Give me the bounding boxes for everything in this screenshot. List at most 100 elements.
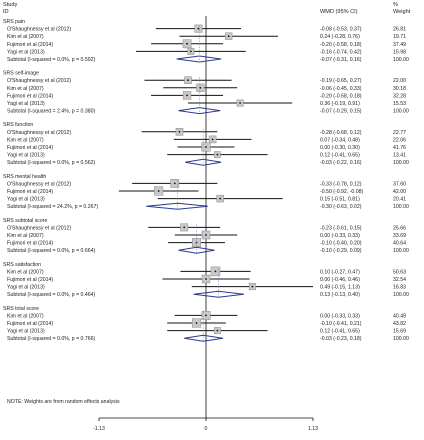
effect-ci-label: 0.00 (-0.30, 0.30) [320, 145, 360, 151]
point-estimate [216, 329, 219, 332]
weight-label: 40.64 [393, 241, 406, 247]
point-estimate [183, 226, 186, 229]
study-name: Fujimori et al (2014) [7, 277, 53, 283]
subtotal-label: Subtotal (I-squared = 2.4%, p = 0.380) [7, 109, 96, 115]
subtotal-weight-label: 100.00 [393, 292, 409, 298]
weight-label: 25.66 [393, 225, 406, 231]
subtotal-diamond [178, 107, 221, 115]
subtotal-weight-label: 100.00 [393, 336, 409, 342]
weight-label: 30.18 [393, 86, 406, 92]
subtotal-diamond [185, 158, 222, 166]
effect-ci-label: -0.28 (-0.68, 0.12) [320, 130, 362, 136]
subtotal-weight-label: 100.00 [393, 57, 409, 63]
point-estimate [178, 130, 181, 133]
point-estimate [186, 42, 188, 45]
study-name: Fujimori et al (2014) [7, 189, 53, 195]
weight-label: 22.06 [393, 137, 406, 143]
study-name: Yagi et al (2013) [7, 197, 45, 203]
point-estimate [216, 153, 219, 156]
subtotal-effect-label: -0.03 (-0.22, 0.16) [320, 160, 362, 166]
effect-ci-label: -0.08 (-0.53, 0.37) [320, 27, 362, 33]
subtotal-diamond [184, 334, 224, 342]
header-effect: WMD (95% CI) [320, 9, 358, 15]
point-estimate [219, 197, 222, 200]
study-name: Yagi et al (2013) [7, 49, 45, 55]
subtotal-diamond [178, 246, 215, 254]
study-name: Fujimori et al (2014) [7, 93, 53, 99]
subtotal-effect-label: -0.07 (-0.31, 0.16) [320, 57, 362, 63]
weight-label: 43.82 [393, 321, 406, 327]
subtotal-weight-label: 100.00 [393, 160, 409, 166]
effect-ci-label: 0.36 (-0.19, 0.91) [320, 101, 360, 107]
subtotal-effect-label: 0.13 (-0.13, 0.40) [320, 292, 360, 298]
effect-ci-label: -0.16 (-0.74, 0.42) [320, 49, 362, 55]
weight-label: 40.49 [393, 313, 406, 319]
subtotal-diamond [146, 202, 208, 210]
point-estimate [199, 86, 202, 89]
subtotal-effect-label: -0.30 (-0.63, 0.02) [320, 204, 362, 210]
study-name: O'Shaughnessy et al (2012) [7, 27, 71, 33]
group-title: SRS self-image [3, 71, 39, 77]
effect-ci-label: 0.12 (-0.41, 0.65) [320, 329, 360, 335]
weight-label: 15.98 [393, 49, 406, 55]
point-estimate [187, 79, 189, 82]
study-name: Yagi et al (2013) [7, 329, 45, 335]
point-estimate [214, 270, 217, 273]
effect-ci-label: 0.00 (-0.33, 0.33) [320, 313, 360, 319]
point-estimate [186, 94, 188, 97]
group-title: SRS pain [3, 19, 25, 25]
subtotal-label: Subtotal (I-squared = 0.0%, p = 0.766) [7, 336, 96, 342]
study-name: O'Shaughnessy et al (2012) [7, 130, 71, 136]
study-name: Kim et al (2007) [7, 269, 44, 275]
study-name: Yagi et al (2013) [7, 285, 45, 291]
point-estimate [157, 190, 160, 192]
effect-ci-label: 0.07 (-0.34, 0.48) [320, 137, 360, 143]
x-tick-label: -1.13 [93, 426, 105, 432]
effect-ci-label: -0.10 (-0.41, 0.21) [320, 321, 362, 327]
point-estimate [189, 50, 192, 53]
study-name: Kim et al (2007) [7, 137, 44, 143]
subtotal-label: Subtotal (I-squared = 0.0%, p = 0.664) [7, 248, 96, 254]
group-title: SRS total score [3, 306, 39, 312]
point-estimate [227, 35, 230, 38]
x-tick-label: 1.13 [308, 426, 318, 432]
subtotal-label: Subtotal (I-squared = 0.0%, p = 0.562) [7, 160, 96, 166]
group-title: SRS satisfaction [3, 262, 41, 268]
effect-ci-label: -0.06 (-0.45, 0.33) [320, 86, 362, 92]
study-name: Fujimori et al (2014) [7, 241, 53, 247]
weight-label: 42.00 [393, 189, 406, 195]
subtotal-weight-label: 100.00 [393, 248, 409, 254]
effect-ci-label: -0.10 (-0.40, 0.20) [320, 241, 362, 247]
point-estimate [205, 146, 207, 148]
effect-ci-label: 0.10 (-0.27, 0.47) [320, 269, 360, 275]
effect-ci-label: -0.20 (-0.58, 0.18) [320, 93, 362, 99]
header-study: Study [3, 2, 18, 8]
point-estimate [173, 182, 176, 185]
point-estimate [251, 285, 254, 288]
study-name: Kim et al (2007) [7, 313, 44, 319]
weight-label: 15.69 [393, 329, 406, 335]
weight-label: 16.83 [393, 285, 406, 291]
subtotal-label: Subtotal (I-squared = 0.0%, p = 0.464) [7, 292, 96, 298]
study-name: Fujimori et al (2014) [7, 145, 53, 151]
weight-label: 41.76 [393, 145, 406, 151]
effect-ci-label: -0.19 (-0.65, 0.27) [320, 78, 362, 84]
effect-ci-label: -0.50 (-0.92, -0.08) [320, 189, 364, 195]
point-estimate [239, 102, 241, 104]
effect-ci-label: -0.20 (-0.58, 0.18) [320, 42, 362, 48]
effect-ci-label: 0.49 (-0.15, 1.13) [320, 285, 360, 291]
group-title: SRS function [3, 122, 33, 128]
effect-ci-label: 0.00 (-0.46, 0.46) [320, 277, 360, 283]
study-name: Yagi et al (2013) [7, 101, 45, 107]
point-estimate [195, 322, 198, 324]
point-estimate [205, 234, 207, 236]
weight-label: 32.54 [393, 277, 406, 283]
subtotal-effect-label: -0.07 (-0.29, 0.15) [320, 109, 362, 115]
study-name: O'Shaughnessy et al (2012) [7, 181, 71, 187]
weight-label: 37.49 [393, 42, 406, 48]
footnote: NOTE: Weights are from random effects an… [7, 399, 120, 405]
weight-label: 33.69 [393, 233, 406, 239]
weight-label: 19.71 [393, 34, 406, 40]
point-estimate [197, 27, 200, 30]
